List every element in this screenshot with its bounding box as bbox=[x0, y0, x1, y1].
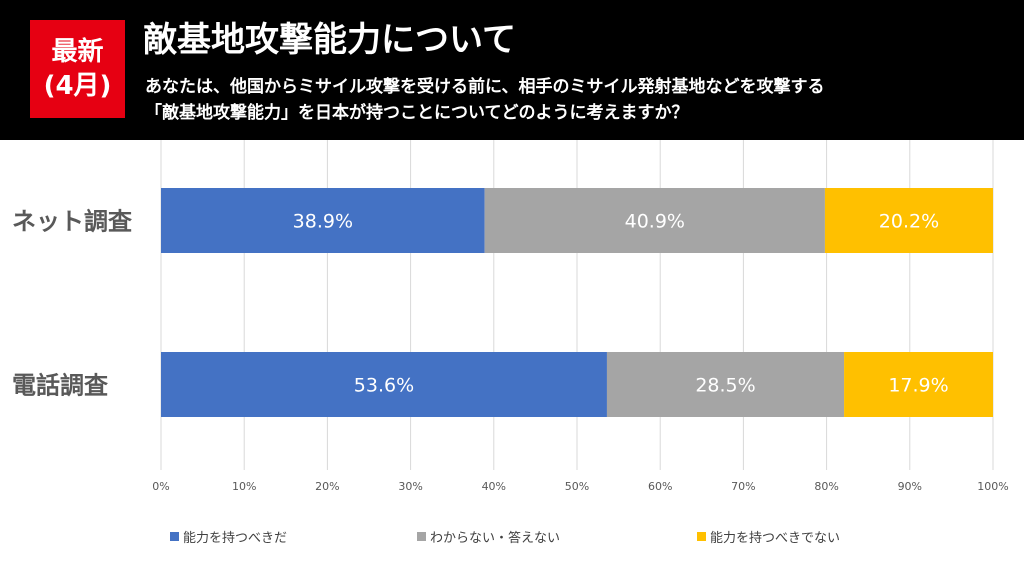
x-tick-label: 50% bbox=[565, 480, 589, 493]
category-label: 電話調査 bbox=[12, 372, 108, 400]
x-tick-label: 80% bbox=[814, 480, 838, 493]
data-label: 20.2% bbox=[879, 211, 939, 233]
latest-badge: 最新 (4月) bbox=[30, 20, 125, 118]
x-tick-label: 30% bbox=[398, 480, 422, 493]
page-title: 敵基地攻撃能力について bbox=[143, 20, 516, 60]
x-tick-label: 40% bbox=[482, 480, 506, 493]
header-banner: 最新 (4月) 敵基地攻撃能力について あなたは、他国からミサイル攻撃を受ける前… bbox=[0, 0, 1024, 140]
badge-month: (4月) bbox=[43, 71, 112, 101]
x-tick-label: 0% bbox=[152, 480, 169, 493]
x-tick-label: 70% bbox=[731, 480, 755, 493]
x-tick-label: 90% bbox=[898, 480, 922, 493]
legend-label: 能力を持つべきでない bbox=[710, 531, 841, 546]
stacked-bar-chart: 0% 10% 20% 30% 40% 50% 60% 70% 80% 90% 100% 38.9% 40… bbox=[12, 140, 1009, 493]
bar-segment bbox=[161, 352, 607, 417]
bar-segment bbox=[161, 188, 485, 253]
badge-label: 最新 bbox=[51, 37, 104, 67]
x-tick-label: 20% bbox=[315, 480, 339, 493]
legend-label: わからない・答えない bbox=[430, 531, 561, 546]
data-label: 28.5% bbox=[695, 375, 755, 397]
data-label: 53.6% bbox=[354, 375, 414, 397]
bar-segment bbox=[844, 352, 993, 417]
legend-item: わからない・答えない bbox=[417, 527, 560, 546]
x-tick-label: 60% bbox=[648, 480, 672, 493]
legend-item: 能力を持つべきだ bbox=[170, 527, 287, 546]
legend-swatch bbox=[697, 532, 706, 541]
data-label: 17.9% bbox=[888, 375, 948, 397]
bar-segment bbox=[824, 188, 993, 253]
legend-swatch bbox=[170, 532, 179, 541]
legend-item: 能力を持つべきでない bbox=[697, 527, 840, 546]
survey-question: あなたは、他国からミサイル攻撃を受ける前に、相手のミサイル発射基地などを攻撃する… bbox=[145, 74, 825, 126]
bar-segment bbox=[484, 188, 825, 253]
chart-legend: 能力を持つべきだ わからない・答えない 能力を持つべきでない bbox=[0, 527, 1024, 547]
legend-swatch bbox=[417, 532, 426, 541]
x-tick-label: 100% bbox=[977, 480, 1008, 493]
data-label: 40.9% bbox=[625, 211, 685, 233]
bar-segment bbox=[606, 352, 845, 417]
data-label: 38.9% bbox=[293, 211, 353, 233]
category-label: ネット調査 bbox=[12, 208, 132, 236]
question-line-2: 「敵基地攻撃能力」を日本が持つことについてどのように考えますか？ bbox=[145, 103, 689, 123]
legend-label: 能力を持つべきだ bbox=[183, 531, 288, 546]
x-tick-label: 10% bbox=[232, 480, 256, 493]
question-line-1: あなたは、他国からミサイル攻撃を受ける前に、相手のミサイル発射基地などを攻撃する bbox=[145, 77, 825, 97]
